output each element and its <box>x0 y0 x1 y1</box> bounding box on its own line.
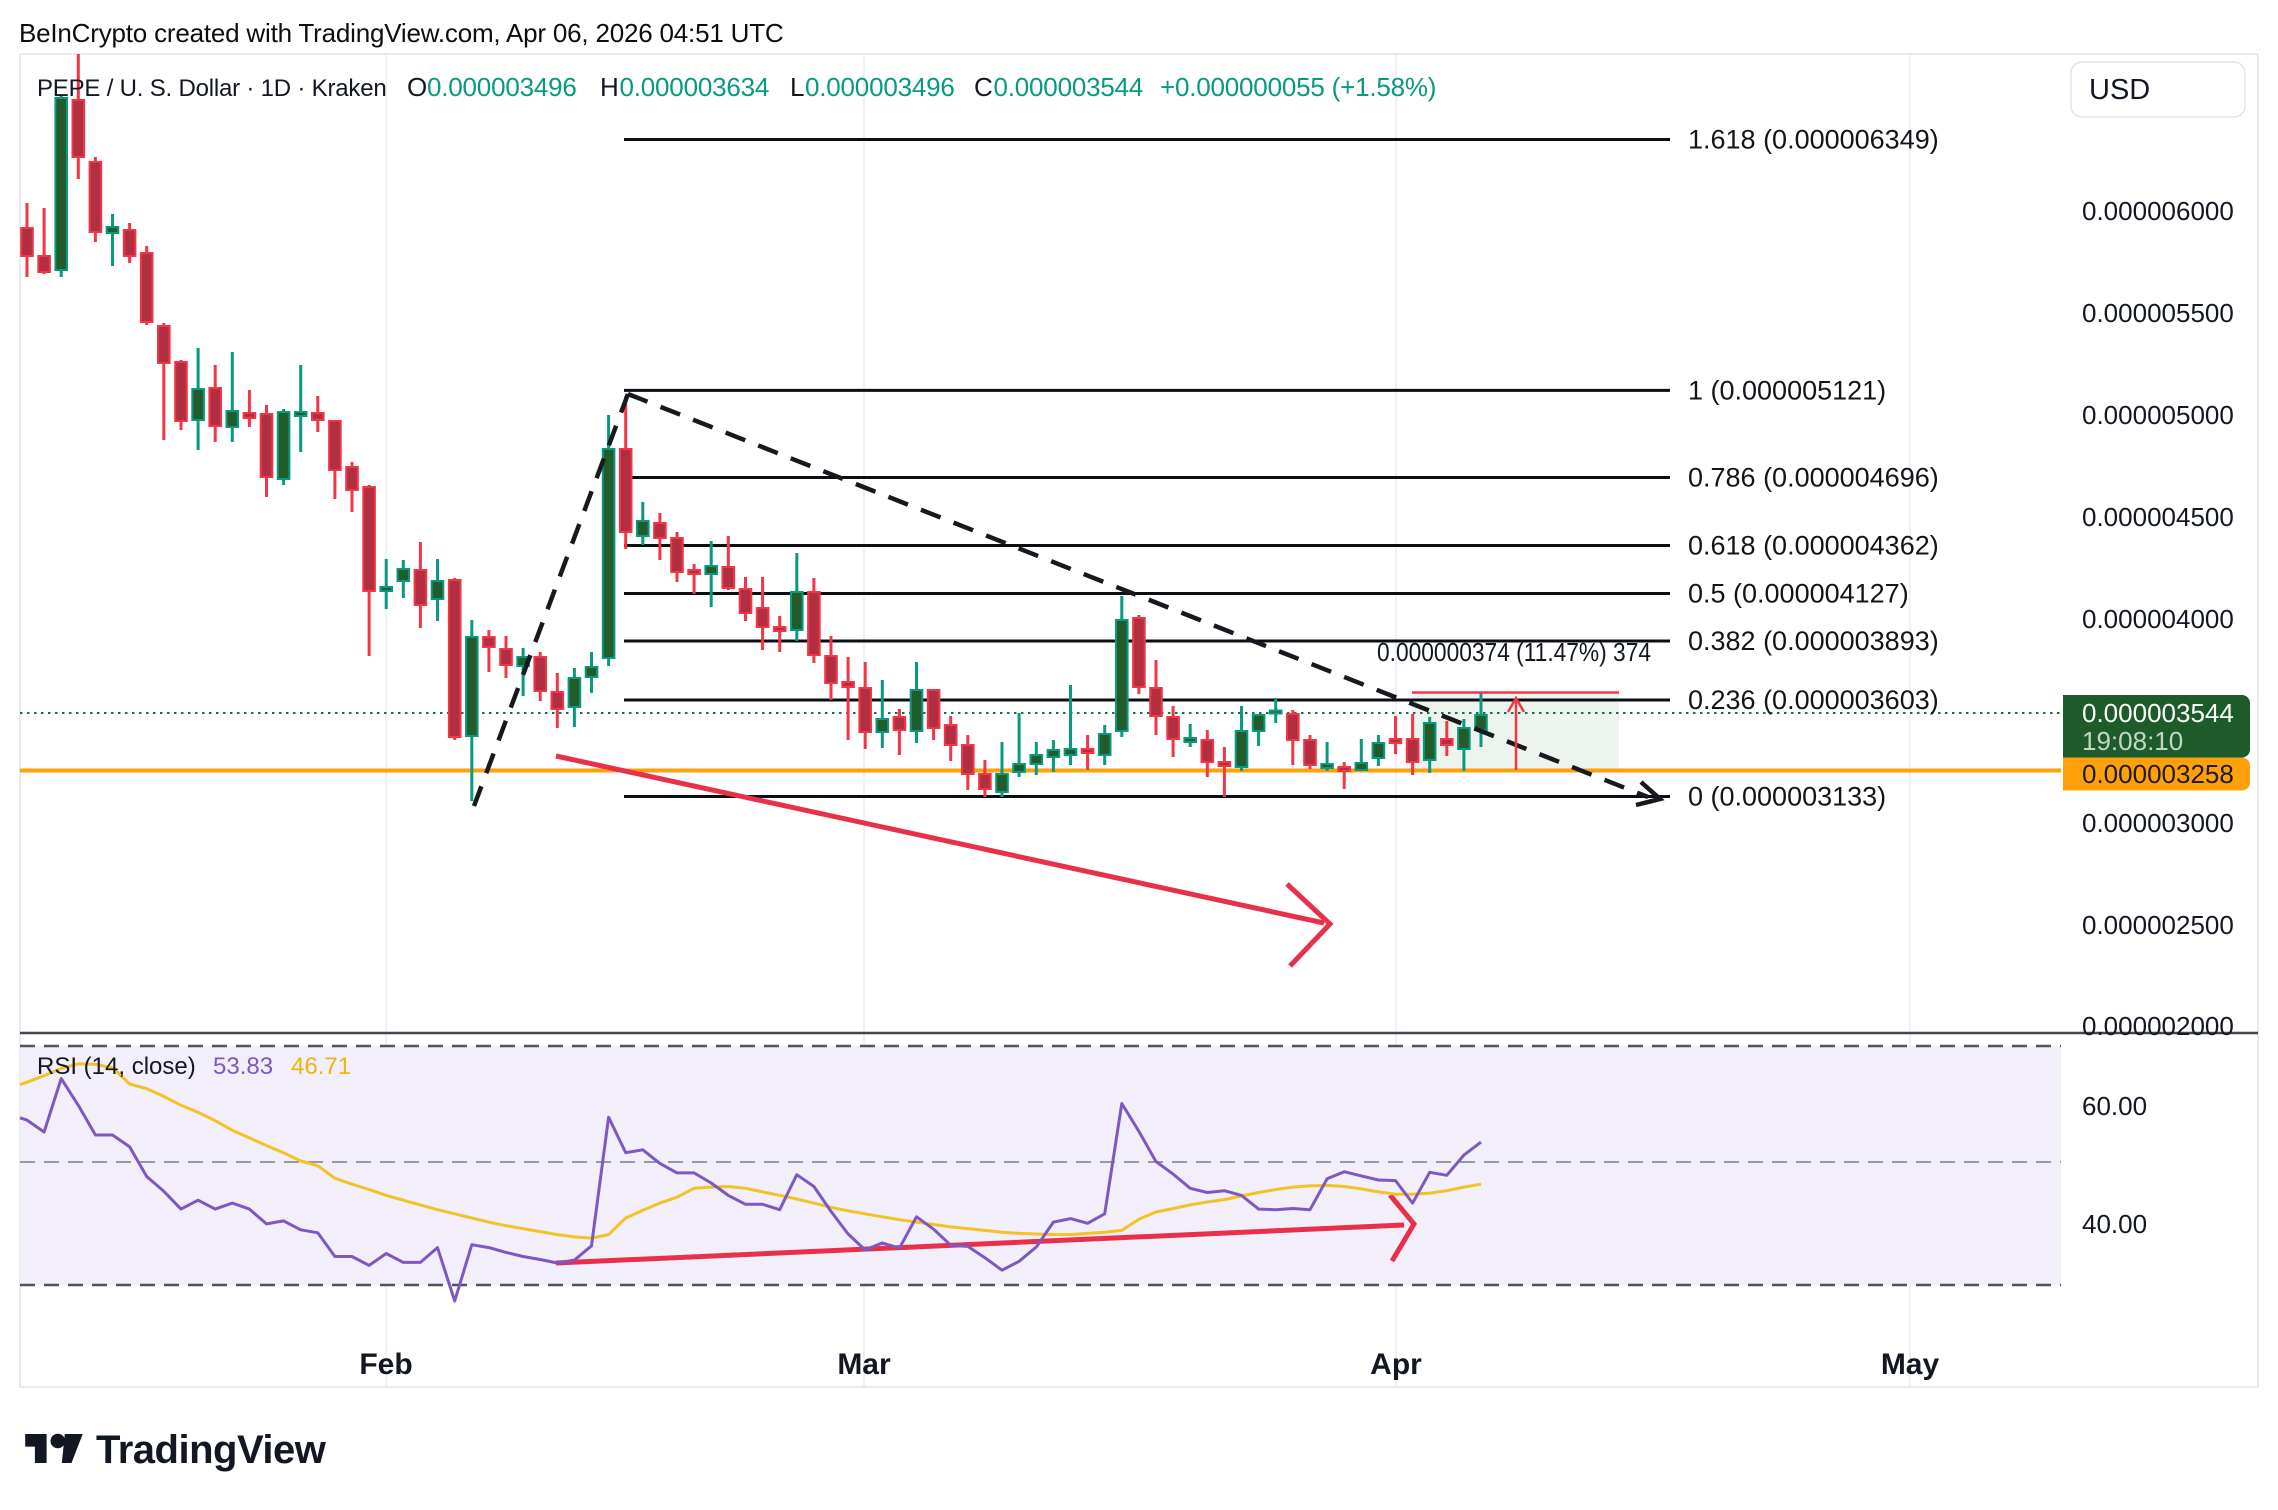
svg-text:0.000003496: 0.000003496 <box>427 72 577 102</box>
svg-text:1 (0.000005121): 1 (0.000005121) <box>1688 375 1886 405</box>
svg-text:0.236 (0.000003603): 0.236 (0.000003603) <box>1688 685 1939 715</box>
svg-text:0.000003634: 0.000003634 <box>620 72 770 102</box>
svg-text:May: May <box>1881 1348 1940 1381</box>
svg-text:L: L <box>790 72 804 102</box>
svg-text:O: O <box>407 72 427 102</box>
svg-text:0.618 (0.000004362): 0.618 (0.000004362) <box>1688 531 1939 561</box>
svg-text:0 (0.000003133): 0 (0.000003133) <box>1688 782 1886 812</box>
svg-text:0.382 (0.000003893): 0.382 (0.000003893) <box>1688 626 1939 656</box>
svg-text:46.71: 46.71 <box>291 1053 351 1080</box>
svg-text:1.618 (0.000006349): 1.618 (0.000006349) <box>1688 125 1939 155</box>
svg-text:0.000002000: 0.000002000 <box>2082 1011 2234 1041</box>
svg-text:Feb: Feb <box>359 1348 412 1381</box>
svg-text:53.83: 53.83 <box>213 1053 273 1080</box>
svg-text:PEPE / U. S. Dollar · 1D · Kra: PEPE / U. S. Dollar · 1D · Kraken <box>37 75 387 102</box>
svg-text:0.000003000: 0.000003000 <box>2082 808 2234 838</box>
svg-text:0.000003544: 0.000003544 <box>994 72 1144 102</box>
svg-text:Apr: Apr <box>1370 1348 1422 1381</box>
svg-text:C: C <box>974 72 993 102</box>
svg-text:USD: USD <box>2089 74 2150 106</box>
svg-text:+0.000000055 (+1.58%): +0.000000055 (+1.58%) <box>1160 72 1436 102</box>
svg-text:0.000004000: 0.000004000 <box>2082 604 2234 634</box>
svg-text:60.00: 60.00 <box>2082 1091 2147 1121</box>
svg-text:H: H <box>600 72 619 102</box>
svg-text:0.786 (0.000004696): 0.786 (0.000004696) <box>1688 463 1939 493</box>
svg-text:0.000003496: 0.000003496 <box>805 72 955 102</box>
svg-text:0.000003544: 0.000003544 <box>2082 698 2234 728</box>
svg-text:BeInCrypto created with Tradin: BeInCrypto created with TradingView.com,… <box>19 18 783 48</box>
svg-text:40.00: 40.00 <box>2082 1209 2147 1239</box>
svg-text:0.000002500: 0.000002500 <box>2082 910 2234 940</box>
svg-text:0.000005500: 0.000005500 <box>2082 298 2234 328</box>
svg-text:0.000006000: 0.000006000 <box>2082 196 2234 226</box>
svg-text:0.5 (0.000004127): 0.5 (0.000004127) <box>1688 579 1909 609</box>
svg-text:19:08:10: 19:08:10 <box>2082 726 2183 756</box>
svg-text:0.000000374 (11.47%) 374: 0.000000374 (11.47%) 374 <box>1377 637 1651 667</box>
svg-text:0.000003258: 0.000003258 <box>2082 759 2234 789</box>
svg-text:0.000004500: 0.000004500 <box>2082 502 2234 532</box>
svg-text:RSI (14, close): RSI (14, close) <box>37 1053 196 1080</box>
svg-text:0.000005000: 0.000005000 <box>2082 400 2234 430</box>
svg-text:Mar: Mar <box>837 1348 891 1381</box>
svg-text:TradingView: TradingView <box>96 1428 327 1472</box>
